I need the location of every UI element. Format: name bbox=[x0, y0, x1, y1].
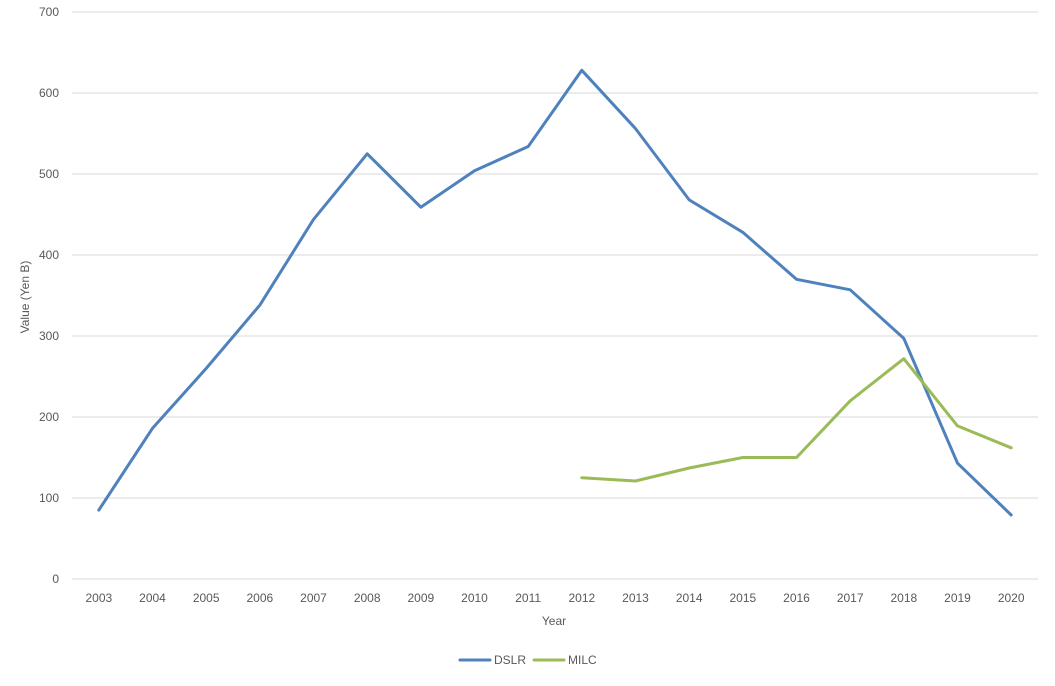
y-tick-label: 600 bbox=[39, 86, 59, 100]
x-tick-label: 2005 bbox=[193, 591, 220, 605]
x-tick-label: 2017 bbox=[837, 591, 864, 605]
x-tick-label: 2016 bbox=[783, 591, 810, 605]
y-tick-label: 0 bbox=[52, 572, 59, 586]
x-axis-ticks: 2003 2004 2005 2006 2007 2008 2009 2010 2011 2012… bbox=[85, 591, 1024, 605]
x-tick-label: 2012 bbox=[568, 591, 595, 605]
x-tick-label: 2019 bbox=[944, 591, 971, 605]
y-axis-ticks: 0 100 200 300 400 500 600 700 bbox=[39, 5, 59, 586]
y-tick-label: 700 bbox=[39, 5, 59, 19]
grid-layer bbox=[72, 11, 1038, 580]
x-tick-label: 2014 bbox=[676, 591, 703, 605]
legend-label-dslr: DSLR bbox=[494, 653, 526, 667]
x-tick-label: 2010 bbox=[461, 591, 488, 605]
x-tick-label: 2007 bbox=[300, 591, 327, 605]
y-tick-label: 500 bbox=[39, 167, 59, 181]
legend-label-milc: MILC bbox=[568, 653, 597, 667]
y-axis-title: Value (Yen B) bbox=[18, 261, 32, 334]
x-tick-label: 2003 bbox=[85, 591, 112, 605]
y-tick-label: 400 bbox=[39, 248, 59, 262]
x-tick-label: 2009 bbox=[407, 591, 434, 605]
y-tick-label: 300 bbox=[39, 329, 59, 343]
series-line-dslr bbox=[97, 68, 1013, 517]
y-tick-label: 100 bbox=[39, 491, 59, 505]
series-layer bbox=[97, 68, 1013, 517]
y-tick-label: 200 bbox=[39, 410, 59, 424]
x-tick-label: 2006 bbox=[246, 591, 273, 605]
x-tick-label: 2008 bbox=[354, 591, 381, 605]
x-tick-label: 2020 bbox=[998, 591, 1025, 605]
series-line-milc bbox=[580, 357, 1013, 483]
x-tick-label: 2011 bbox=[515, 591, 541, 605]
x-tick-label: 2004 bbox=[139, 591, 166, 605]
x-axis-title: Year bbox=[542, 614, 566, 628]
x-tick-label: 2015 bbox=[729, 591, 756, 605]
x-tick-label: 2018 bbox=[890, 591, 917, 605]
x-tick-label: 2013 bbox=[622, 591, 649, 605]
legend: DSLR MILC bbox=[458, 653, 597, 667]
